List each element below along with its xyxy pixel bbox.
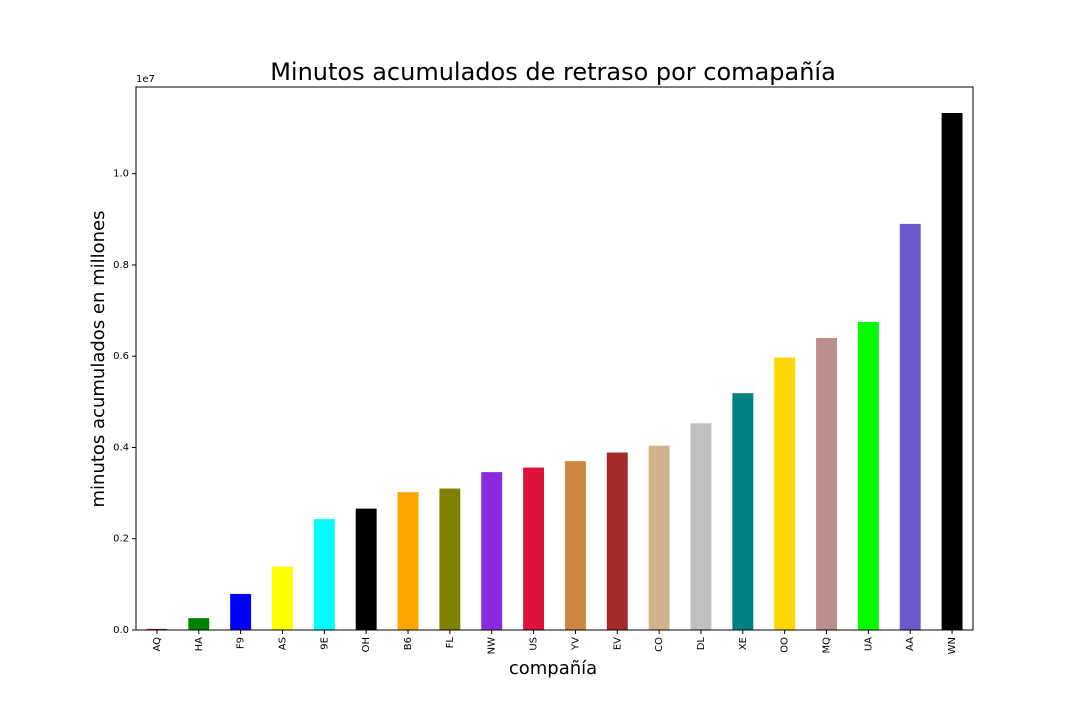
bar-us	[523, 467, 545, 630]
bar-xe	[732, 393, 754, 630]
x-tick-label: WN	[947, 637, 958, 654]
x-tick-label: US	[529, 637, 540, 651]
y-tick-label: 0.2	[113, 534, 129, 545]
x-tick-label: XE	[738, 637, 749, 650]
y-axis-offset-text: 1e7	[136, 74, 155, 85]
x-tick-label: EV	[612, 637, 623, 650]
x-tick-label: OO	[780, 637, 791, 653]
bar-as	[272, 566, 293, 630]
x-tick-label: NW	[487, 637, 498, 654]
bar-yv	[564, 461, 586, 630]
bar-co	[648, 445, 670, 630]
bar-ev	[606, 452, 628, 630]
bar-fl	[439, 488, 461, 630]
y-tick-label: 0.8	[113, 260, 129, 271]
bar-mq	[816, 337, 837, 630]
bar-ua	[857, 322, 879, 630]
x-tick-label: F9	[236, 637, 247, 649]
bar-oo	[774, 357, 796, 630]
chart-title: Minutos acumulados de retraso por comapa…	[270, 58, 836, 86]
bar-aq	[146, 628, 168, 630]
x-tick-label: OH	[361, 637, 372, 652]
bar-wn	[941, 113, 963, 630]
x-tick-label: YV	[570, 637, 581, 651]
x-tick-label: AQ	[152, 637, 163, 652]
x-axis-label: compañía	[509, 658, 597, 679]
x-tick-label: MQ	[822, 637, 833, 654]
bar-ha	[188, 618, 210, 630]
bars-group	[146, 113, 963, 630]
y-axis-ticks: 0.0 0.2 0.4 0.6 0.8 1.0	[113, 169, 136, 636]
bar-b6	[397, 492, 419, 630]
bar-f9	[230, 593, 252, 630]
x-tick-label: AS	[277, 637, 288, 650]
x-tick-label: 9E	[319, 637, 330, 650]
x-tick-label: B6	[403, 637, 414, 650]
bar-nw	[481, 472, 503, 630]
bar-aa	[899, 223, 921, 630]
y-tick-label: 0.0	[113, 625, 129, 636]
x-tick-label: UA	[863, 637, 874, 651]
plot-frame	[135, 86, 974, 631]
x-axis-ticks: AQ HA F9 AS 9E OH B6 FL NW US YV EV CO DL XE OO MQ UA AA WN	[152, 630, 958, 654]
x-tick-label: HA	[194, 637, 205, 652]
bar-dl	[690, 423, 712, 630]
x-tick-label: FL	[445, 637, 456, 649]
x-tick-label: CO	[654, 637, 665, 652]
bar-9e	[313, 519, 335, 630]
y-tick-label: 0.6	[113, 351, 129, 362]
y-tick-label: 0.4	[113, 442, 129, 453]
y-axis-label: minutos acumulados en millones	[88, 211, 109, 508]
bar-oh	[355, 508, 377, 630]
x-tick-label: DL	[696, 637, 707, 651]
x-tick-label: AA	[905, 637, 916, 651]
y-tick-label: 1.0	[113, 169, 129, 180]
